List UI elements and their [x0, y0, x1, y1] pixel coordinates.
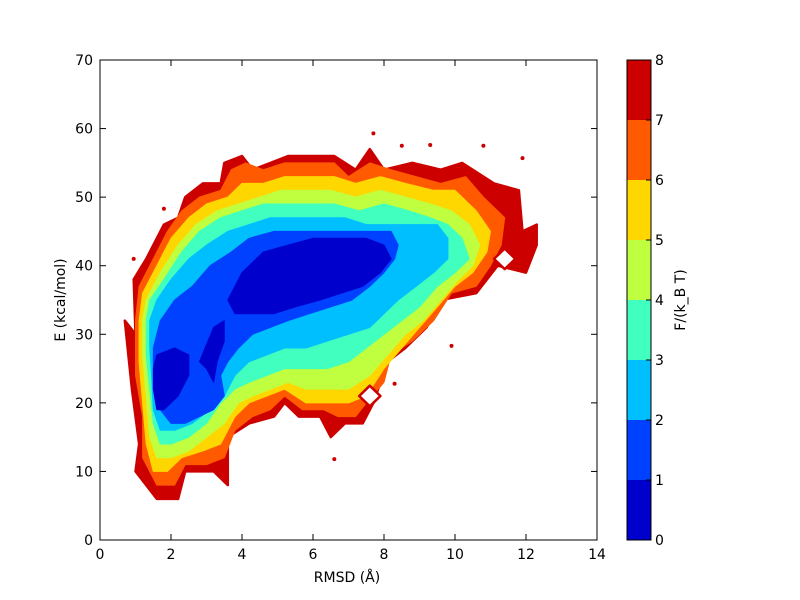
isolated-point — [131, 256, 136, 261]
y-tick-label: 40 — [75, 259, 93, 275]
colorbar-tick-label: 5 — [655, 233, 664, 249]
contour-hole — [492, 247, 517, 271]
colorbar-tick-label: 4 — [655, 293, 664, 309]
colorbar-segment — [627, 120, 651, 180]
x-axis-label: RMSD (Å) — [314, 569, 380, 586]
colorbar-segment — [627, 240, 651, 300]
x-tick-label: 14 — [588, 547, 606, 563]
isolated-point — [481, 143, 486, 148]
isolated-point — [332, 457, 337, 462]
x-tick-label: 0 — [96, 547, 105, 563]
x-tick-label: 8 — [380, 547, 389, 563]
colorbar-tick-label: 2 — [655, 413, 664, 429]
x-tick-label: 10 — [446, 547, 464, 563]
colorbar-segment — [627, 360, 651, 420]
colorbar-tick-label: 6 — [655, 173, 664, 189]
x-tick-label: 2 — [167, 547, 176, 563]
y-tick-label: 10 — [75, 464, 93, 480]
y-tick-label: 0 — [84, 533, 93, 549]
contour-region-level-0 — [227, 237, 392, 315]
isolated-point — [371, 131, 376, 136]
y-tick-label: 30 — [75, 327, 93, 343]
colorbar-tick-label: 3 — [655, 353, 664, 369]
plot-frame — [99, 59, 598, 541]
colorbar-segment — [627, 180, 651, 240]
y-tick-label: 70 — [75, 53, 93, 69]
isolated-point — [428, 143, 433, 147]
colorbar-segment — [627, 480, 651, 540]
contour-regions — [123, 131, 538, 501]
colorbar: 0 1 2 3 4 5 6 7 8 — [626, 53, 664, 549]
contour-region-level-0 — [152, 347, 190, 411]
isolated-point — [449, 343, 454, 348]
isolated-point — [392, 381, 397, 386]
contour-region-level-0 — [198, 320, 225, 383]
x-tick-label: 12 — [517, 547, 535, 563]
plot-layer — [123, 131, 538, 501]
colorbar-tick-label: 1 — [655, 473, 664, 489]
y-tick-label: 20 — [75, 396, 93, 412]
x-tick-label: 4 — [238, 547, 247, 563]
contour-hole — [357, 384, 382, 408]
isolated-point — [520, 156, 525, 161]
y-tick-label: 50 — [75, 190, 93, 206]
y-axis-label: E (kcal/mol) — [53, 258, 69, 341]
colorbar-segment — [627, 300, 651, 360]
colorbar-tick-label: 0 — [655, 533, 664, 549]
isolated-point — [161, 206, 166, 211]
y-tick-label: 60 — [75, 122, 93, 138]
colorbar-tick-label: 8 — [655, 53, 664, 69]
isolated-point — [399, 143, 404, 148]
colorbar-segment — [627, 420, 651, 480]
colorbar-tick-label: 7 — [655, 113, 664, 129]
colorbar-segment — [627, 60, 651, 120]
x-tick-label: 6 — [309, 547, 318, 563]
axes-layer: 0 2 4 6 8 10 12 14 0 10 20 30 40 50 60 70 — [75, 53, 606, 563]
colorbar-label: F/(k_B T) — [673, 269, 689, 330]
